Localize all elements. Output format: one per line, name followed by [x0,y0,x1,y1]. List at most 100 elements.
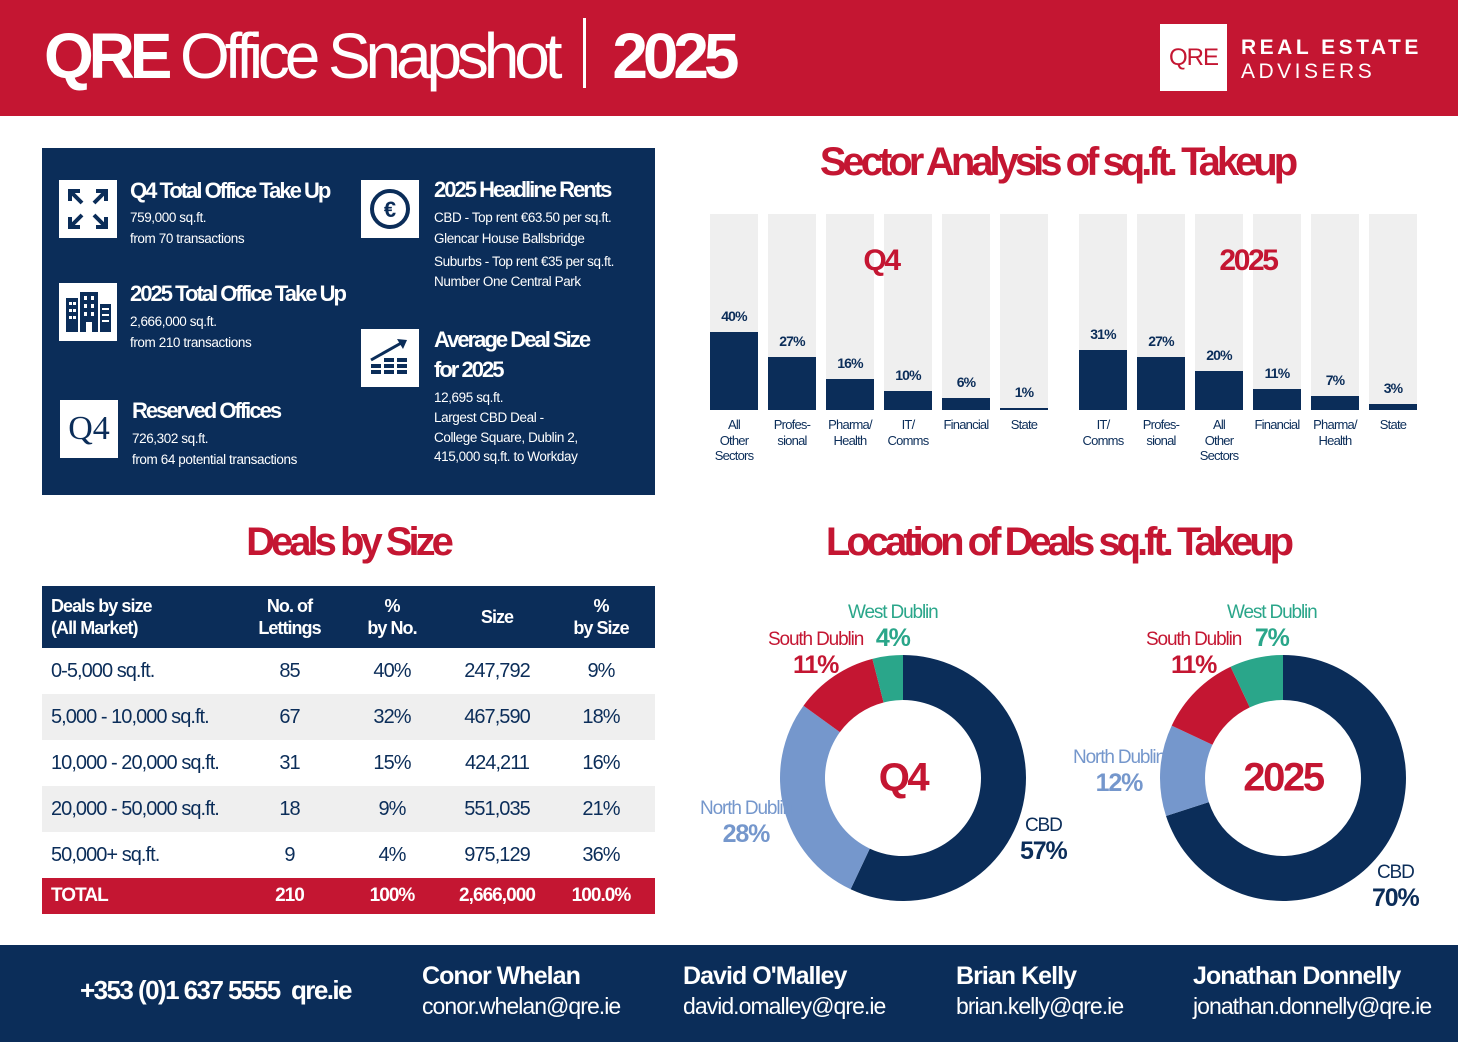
bar-track [1369,214,1417,410]
category-line: Financial [943,417,989,432]
donut-slice-west-dublin [872,655,903,703]
bar-value-label: 3% [1383,380,1403,397]
table-cell: 9% [337,786,447,832]
col-header: Deals by size (All Market) [42,586,242,648]
bar-value-label: 16% [837,354,863,371]
table-cell: 50,000+ sq.ft. [51,843,160,866]
category-line: Sectors [1199,448,1239,463]
bar-chart-label-q4: Q4 [863,244,901,277]
category-line: Comms [887,432,930,448]
donut-slice-north-dublin [780,705,870,890]
contact-email[interactable]: conor.whelan@qre.ie [422,993,621,1019]
table-cell: 18 [242,786,337,832]
bar-track [1000,214,1048,410]
expand-arrows-icon [59,180,117,238]
total-cell: TOTAL [42,878,242,914]
bar-value-label: 6% [956,374,976,391]
contact-name: Brian Kelly [956,962,1077,990]
header-banner: QRE Office Snapshot 2025 QRE REAL ESTATE A… [0,0,1458,116]
donut-label-south-dublin: South Dublin 11% [768,629,864,679]
bar-track [1079,214,1127,410]
kpi-line: from 70 transactions [130,231,245,246]
contact-card: Jonathan Donnelly jonathan.donnelly@qre.i… [1193,961,1432,1021]
bar [826,378,874,410]
bar [768,357,816,410]
table-row: 50,000+ sq.ft. 9 4% 975,129 36% [42,832,655,878]
category-line: Other [719,432,749,448]
bar-track [1253,214,1301,410]
bar-track [942,214,990,410]
table-cell: 247,792 [464,659,531,682]
bar-value-label: 27% [1148,333,1174,350]
bar-category-label: Profes-sional [763,417,821,448]
col-header: Size [447,586,547,648]
bar-value-label: 11% [1264,364,1291,381]
table-cell: 15% [373,751,411,774]
donut-center-label-q4: Q4 [878,755,930,800]
category-line: Other [1204,432,1234,448]
bar-value-label: 10% [895,366,921,383]
bar-category-label: Financial [1248,417,1306,433]
table-header-row: Deals by size (All Market) No. of Lettings… [42,586,655,648]
bar-category-label: Pharma/Health [821,417,879,448]
logo-line-2: ADVISERS [1241,60,1376,83]
table-cell: 36% [582,843,620,866]
bar-category-label: IT/Comms [1074,417,1132,448]
kpi-line: CBD - Top rent €63.50 per sq.ft. [434,210,612,225]
bar-value-label: 20% [1206,347,1232,363]
category-line: Pharma/ [828,417,872,432]
category-line: sional [777,432,807,448]
bar [1195,371,1243,410]
bar-value-label: 31% [1090,325,1116,342]
contact-email[interactable]: david.omalley@qre.ie [683,993,886,1019]
contact-card: Conor Whelan conor.whelan@qre.ie [422,961,621,1021]
kpi-line: 759,000 sq.ft. [130,210,207,225]
location-title: Location of Deals sq.ft. Takeup [825,520,1294,564]
bar-track [1195,214,1243,410]
bar [1369,404,1417,410]
col-header: % by Size [547,586,655,648]
category-line: sional [1146,432,1176,448]
contact-email[interactable]: jonathan.donnelly@qre.ie [1193,993,1432,1019]
svg-text:€: € [384,197,396,222]
donut-slice-south-dublin [803,658,884,733]
table-row: 20,000 - 50,000 sq.ft. 18 9% 551,035 21% [42,786,655,832]
table-cell: 0-5,000 sq.ft. [51,659,155,682]
sector-analysis-title: Sector Analysis of sq.ft. Takeup [819,140,1298,184]
euro-icon: € [361,180,419,238]
bar-category-label: All Other Sectors [1190,417,1248,464]
title-year: 2025 [612,20,739,92]
kpi-line: College Square, Dublin 2, [434,430,578,445]
table-row: 0-5,000 sq.ft. 85 40% 247,792 9% [42,648,655,694]
col-header: No. of Lettings [242,586,337,648]
kpi-line: 415,000 sq.ft. to Workday [434,449,578,464]
bar [1137,357,1185,410]
donut-label-cbd: CBD 57% [1020,815,1068,865]
kpi-line: Number One Central Park [434,274,581,289]
table-cell: 18% [547,694,655,740]
contact-card: David O'Malley david.omalley@qre.ie [683,961,886,1021]
phone-number[interactable]: +353 (0)1 637 5555 [80,975,281,1005]
growth-chart-icon [361,329,419,387]
category-line: Profes- [1142,417,1180,432]
donut-slice-north-dublin [1160,725,1213,817]
kpi-title: 2025 Total Office Take Up [130,281,347,306]
bar-category-label: IT/Comms [879,417,937,448]
contact-card: Brian Kelly brian.kelly@qre.ie [956,961,1124,1021]
donut-label-north-dublin: North Dublin 28% [700,798,793,848]
kpi-line: Suburbs - Top rent €35 per sq.ft. [434,254,614,269]
bar-track [1311,214,1359,410]
deals-by-size-title: Deals by Size [246,520,454,564]
table-total-row: TOTAL 210 100% 2,666,000 100.0% [42,878,655,914]
logo-wordmark: REAL ESTATE ADVISERS [1241,36,1422,84]
table-cell: 551,035 [447,786,547,832]
bar [1253,388,1301,410]
kpi-title-line-2: for 2025 [434,357,505,382]
website-link[interactable]: qre.ie [290,975,353,1005]
table-cell: 16% [582,751,620,774]
contact-email[interactable]: brian.kelly@qre.ie [956,993,1124,1019]
table-cell: 975,129 [464,843,531,866]
bar-chart-label-2025: 2025 [1219,244,1279,277]
table-cell: 85 [279,659,300,682]
